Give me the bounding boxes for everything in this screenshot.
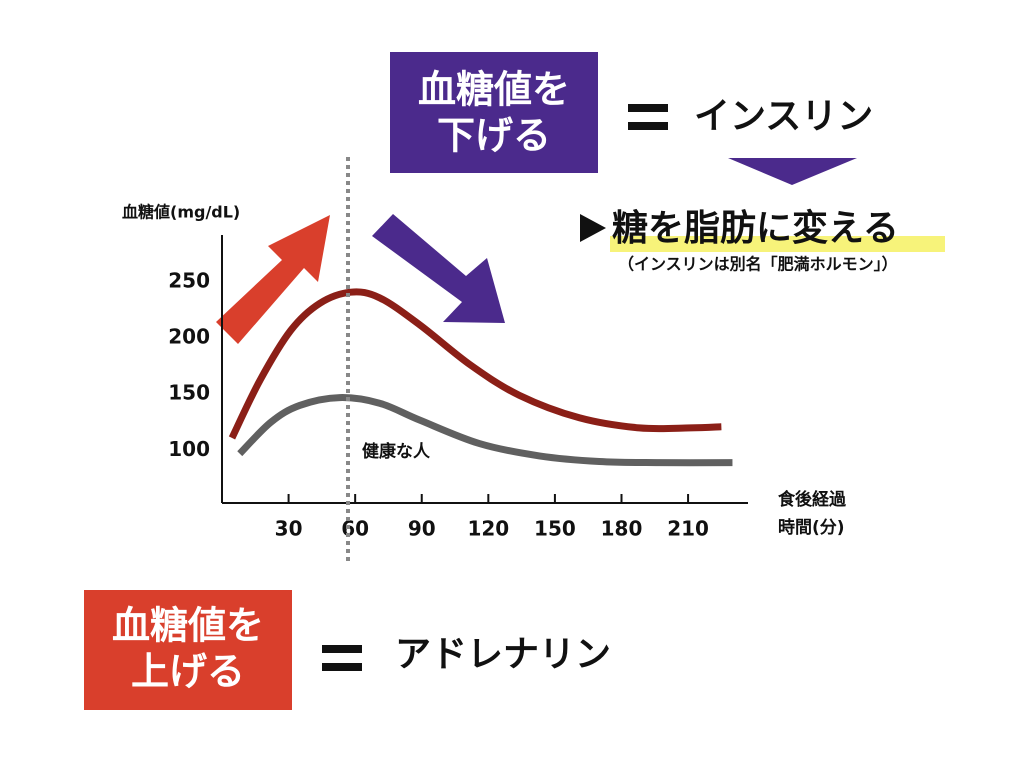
equals xyxy=(628,122,668,130)
y-tick-label: 150 xyxy=(168,381,210,405)
lower-box-text: 下げる xyxy=(437,114,551,158)
series-line xyxy=(237,394,733,467)
y-axis-label: 血糖値(mg/dL) xyxy=(122,203,240,222)
equals xyxy=(322,663,362,671)
down-arrow xyxy=(372,214,505,323)
series-label: 健康な人 xyxy=(362,441,431,462)
lower-box xyxy=(390,52,598,173)
hormone: アドレナリン xyxy=(395,634,611,675)
x-tick-label: 210 xyxy=(667,517,709,541)
hormone: インスリン xyxy=(694,96,873,137)
x-axis-label: 食後経過 xyxy=(778,489,847,510)
x-axis-label: 時間(分) xyxy=(778,517,845,538)
effect: 糖を脂肪に変える xyxy=(612,207,899,249)
pointer xyxy=(580,214,606,242)
raise-box xyxy=(84,590,292,710)
x-tick-label: 60 xyxy=(341,517,369,541)
note: （インスリンは別名「肥満ホルモン」） xyxy=(618,255,898,274)
raise-box-text: 血糖値を xyxy=(112,604,264,648)
series-line xyxy=(228,288,722,440)
down-triangle xyxy=(728,158,857,185)
x-tick-label: 30 xyxy=(275,517,303,541)
x-tick-label: 150 xyxy=(534,517,576,541)
y-tick-label: 200 xyxy=(168,325,210,349)
lower-box-text: 血糖値を xyxy=(418,68,570,112)
x-tick-label: 120 xyxy=(467,517,509,541)
equals xyxy=(322,645,362,653)
equals xyxy=(628,104,668,112)
y-tick-label: 250 xyxy=(168,269,210,293)
raise-box-text: 上げる xyxy=(131,650,245,694)
highlight xyxy=(610,236,945,252)
y-tick-label: 100 xyxy=(168,437,210,461)
x-tick-label: 180 xyxy=(601,517,643,541)
x-tick-label: 90 xyxy=(408,517,436,541)
up-arrow xyxy=(216,215,330,344)
